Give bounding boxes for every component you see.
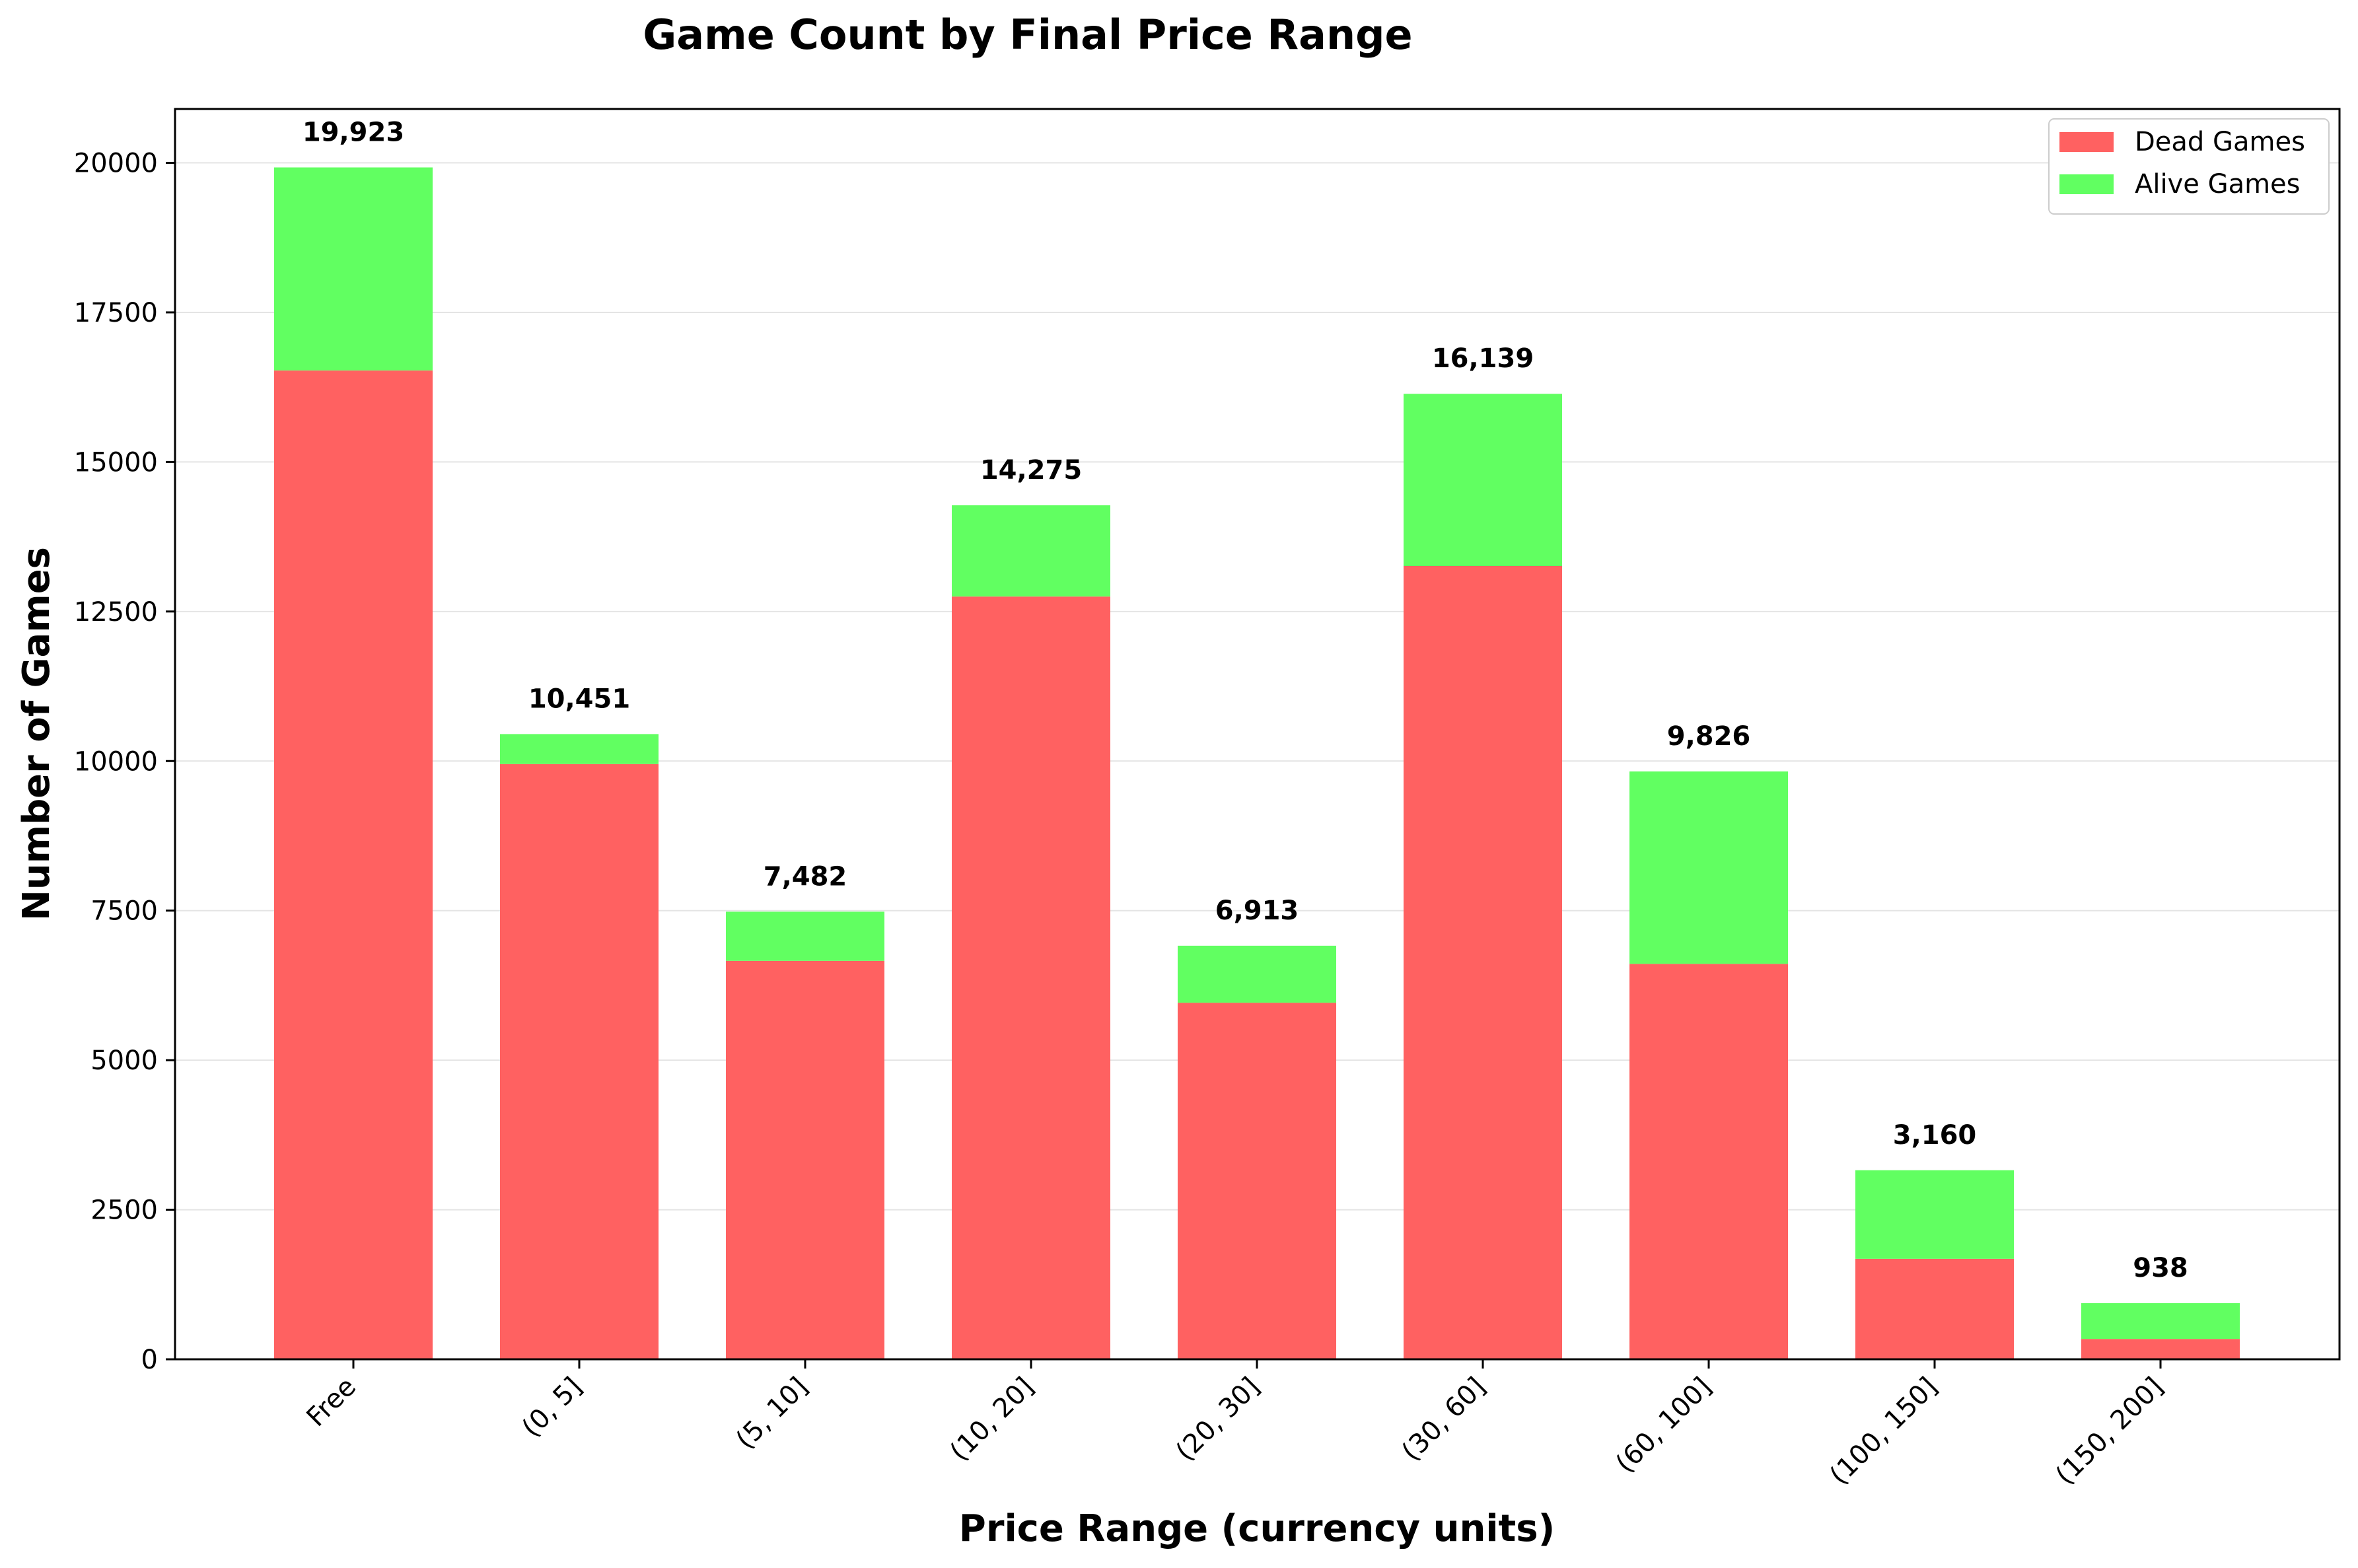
x-tick-label: (30, 60] bbox=[1396, 1372, 1492, 1468]
x-tick-label: (20, 30] bbox=[1170, 1372, 1266, 1468]
total-label: 16,139 bbox=[1432, 343, 1534, 374]
x-tick-label: (150, 200] bbox=[2050, 1372, 2170, 1491]
total-label: 6,913 bbox=[1215, 896, 1299, 926]
y-tick-label: 5000 bbox=[90, 1046, 158, 1076]
bar-alive-games bbox=[952, 505, 1110, 597]
bar-dead-games bbox=[1629, 964, 1788, 1359]
bar-dead-games bbox=[274, 370, 433, 1359]
y-tick-label: 15000 bbox=[74, 447, 158, 478]
bar-dead-games bbox=[1855, 1258, 2014, 1359]
bars bbox=[274, 167, 2240, 1360]
legend-swatch bbox=[2059, 174, 2114, 194]
bar-dead-games bbox=[952, 596, 1110, 1359]
bar-alive-games bbox=[1178, 945, 1336, 1003]
total-label: 14,275 bbox=[980, 455, 1082, 485]
total-label: 9,826 bbox=[1667, 721, 1751, 752]
chart-title: Game Count by Final Price Range bbox=[643, 11, 1412, 59]
bar-dead-games bbox=[726, 960, 884, 1359]
total-label: 7,482 bbox=[764, 861, 847, 892]
x-axis: Free (0, 5] (5, 10] (10, 20] (20, 30] (30, 60… bbox=[301, 1359, 2170, 1491]
bar-alive-games bbox=[1855, 1170, 2014, 1259]
x-tick-label: (60, 100] bbox=[1610, 1372, 1718, 1479]
y-axis-title: Number of Games bbox=[15, 547, 58, 921]
total-label: 19,923 bbox=[303, 117, 404, 147]
y-tick-label: 20000 bbox=[74, 149, 158, 179]
x-tick-label: (100, 150] bbox=[1824, 1372, 1944, 1491]
legend-frame bbox=[2048, 118, 2330, 215]
value-labels: 19,923 10,451 7,482 14,275 6,913 16,139 9,826 3… bbox=[303, 117, 2188, 1283]
bar-dead-games bbox=[500, 764, 659, 1359]
bar-alive-games bbox=[1404, 394, 1562, 566]
y-tick-label: 10000 bbox=[74, 746, 158, 777]
y-tick-label: 2500 bbox=[90, 1195, 158, 1226]
legend-label: Dead Games bbox=[2135, 127, 2305, 157]
legend: Dead Games Alive Games bbox=[2048, 118, 2330, 215]
total-label: 10,451 bbox=[528, 684, 630, 714]
bar-alive-games bbox=[2081, 1303, 2240, 1339]
x-tick-label: (5, 10] bbox=[730, 1372, 814, 1456]
y-tick-label: 12500 bbox=[74, 597, 158, 627]
y-axis: 0 2500 5000 7500 10000 12500 15000 17500 20000 bbox=[74, 149, 175, 1375]
y-tick-label: 0 bbox=[141, 1345, 158, 1375]
bar-dead-games bbox=[2081, 1339, 2240, 1359]
y-tick-label: 7500 bbox=[90, 896, 158, 927]
x-axis-title: Price Range (currency units) bbox=[959, 1507, 1555, 1550]
bar-alive-games bbox=[726, 911, 884, 961]
bar-alive-games bbox=[274, 167, 433, 371]
bar-alive-games bbox=[500, 734, 659, 764]
x-tick-label: (10, 20] bbox=[945, 1372, 1040, 1468]
total-label: 3,160 bbox=[1893, 1120, 1977, 1151]
x-tick-label: (0, 5] bbox=[516, 1372, 588, 1444]
total-label: 938 bbox=[2133, 1253, 2188, 1283]
legend-label: Alive Games bbox=[2135, 169, 2301, 199]
y-tick-label: 17500 bbox=[74, 298, 158, 328]
legend-swatch bbox=[2059, 132, 2114, 152]
bar-alive-games bbox=[1629, 771, 1788, 964]
x-tick-label: Free bbox=[301, 1372, 363, 1433]
bar-dead-games bbox=[1404, 565, 1562, 1360]
bar-dead-games bbox=[1178, 1003, 1336, 1359]
